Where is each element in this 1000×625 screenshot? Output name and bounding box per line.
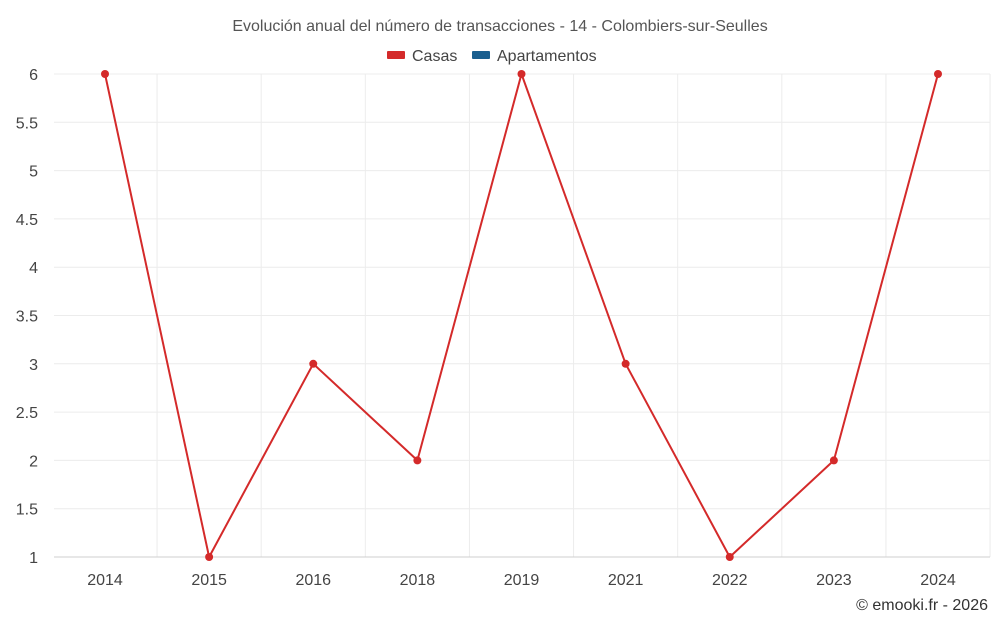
y-tick-label: 4	[29, 260, 38, 277]
x-tick-label: 2018	[400, 572, 436, 589]
y-tick-label: 5	[29, 164, 38, 181]
y-tick-label: 1.5	[16, 502, 38, 519]
x-tick-label: 2022	[712, 572, 748, 589]
y-tick-label: 6	[29, 67, 38, 84]
data-point[interactable]	[829, 456, 838, 465]
series-layer	[101, 70, 942, 561]
legend: Casas Apartamentos	[387, 48, 597, 65]
y-tick-label: 4.5	[16, 212, 38, 229]
credit-text: © emooki.fr - 2026	[856, 597, 988, 614]
data-point[interactable]	[205, 553, 214, 561]
y-tick-label: 5.5	[16, 115, 38, 132]
data-point[interactable]	[101, 70, 109, 78]
x-tick-label: 2015	[191, 572, 227, 589]
data-point[interactable]	[934, 70, 942, 78]
legend-swatch-apartamentos	[472, 51, 490, 59]
y-axis: 1 1.5 2 2.5 3 3.5 4 4.5 5 5.5 6	[16, 67, 38, 567]
x-axis: 2014 2015 2016 2018 2019 2021 2022 2023 2024	[54, 556, 990, 589]
chart-title: Evolución anual del número de transaccio…	[232, 18, 767, 35]
x-tick-label: 2023	[816, 572, 852, 589]
data-point[interactable]	[725, 553, 734, 561]
data-point[interactable]	[413, 456, 422, 465]
x-tick-label: 2016	[295, 572, 331, 589]
y-tick-label: 2.5	[16, 405, 38, 422]
y-tick-label: 2	[29, 453, 38, 470]
y-tick-label: 3	[29, 357, 38, 374]
x-tick-label: 2014	[87, 572, 123, 589]
y-tick-label: 3.5	[16, 309, 38, 326]
x-tick-label: 2019	[504, 572, 540, 589]
legend-swatch-casas	[387, 51, 405, 59]
legend-label-apartamentos[interactable]: Apartamentos	[497, 48, 597, 65]
x-tick-label: 2021	[608, 572, 644, 589]
data-point[interactable]	[309, 359, 318, 368]
x-tick-label: 2024	[920, 572, 956, 589]
data-point[interactable]	[621, 359, 630, 368]
grid-layer	[54, 73, 991, 557]
y-tick-label: 1	[29, 550, 38, 567]
legend-label-casas[interactable]: Casas	[412, 48, 457, 65]
data-point[interactable]	[517, 70, 526, 78]
